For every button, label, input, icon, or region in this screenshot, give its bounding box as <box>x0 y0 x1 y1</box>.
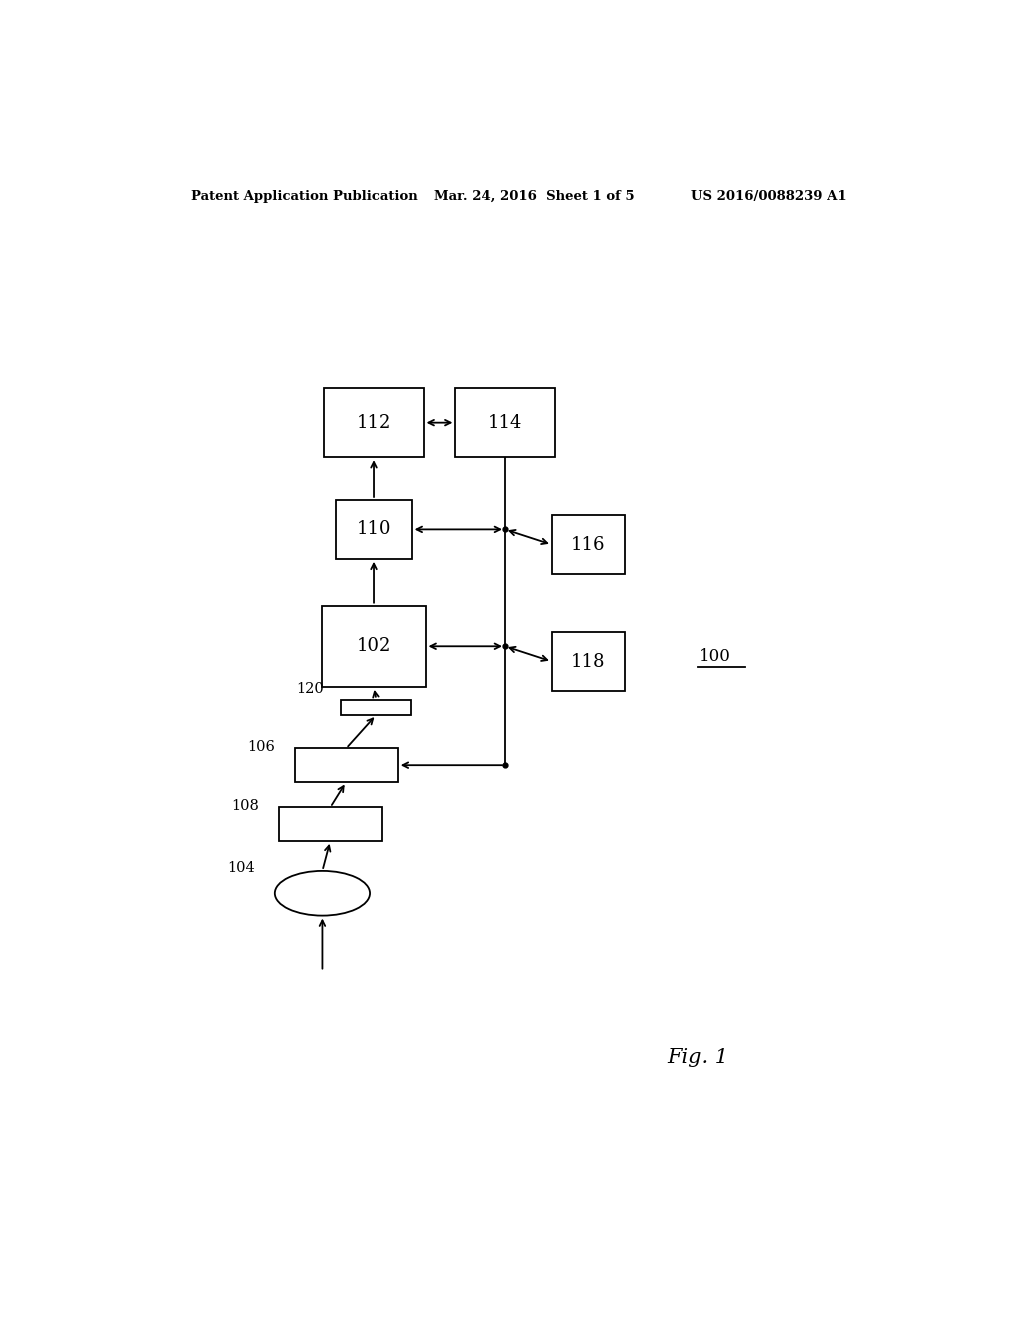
Text: 108: 108 <box>231 799 259 813</box>
Bar <box>552 515 625 574</box>
Text: 118: 118 <box>571 652 605 671</box>
Bar <box>295 748 398 781</box>
Ellipse shape <box>274 871 370 916</box>
Text: 120: 120 <box>296 682 324 696</box>
Text: Fig. 1: Fig. 1 <box>668 1048 729 1068</box>
Text: 116: 116 <box>571 536 605 553</box>
Text: 110: 110 <box>356 520 391 539</box>
Text: US 2016/0088239 A1: US 2016/0088239 A1 <box>691 190 847 202</box>
Text: Patent Application Publication: Patent Application Publication <box>191 190 418 202</box>
Bar <box>336 500 412 558</box>
Bar <box>456 388 555 457</box>
Text: 106: 106 <box>247 741 274 754</box>
Bar <box>325 388 424 457</box>
Bar <box>279 808 382 841</box>
Text: 112: 112 <box>356 413 391 432</box>
Text: 100: 100 <box>699 648 731 665</box>
Text: 104: 104 <box>227 861 255 875</box>
Text: Mar. 24, 2016  Sheet 1 of 5: Mar. 24, 2016 Sheet 1 of 5 <box>433 190 634 202</box>
Bar <box>552 632 625 690</box>
Text: 102: 102 <box>356 638 391 655</box>
Text: 114: 114 <box>487 413 522 432</box>
Bar <box>341 700 412 715</box>
Bar <box>323 606 426 686</box>
